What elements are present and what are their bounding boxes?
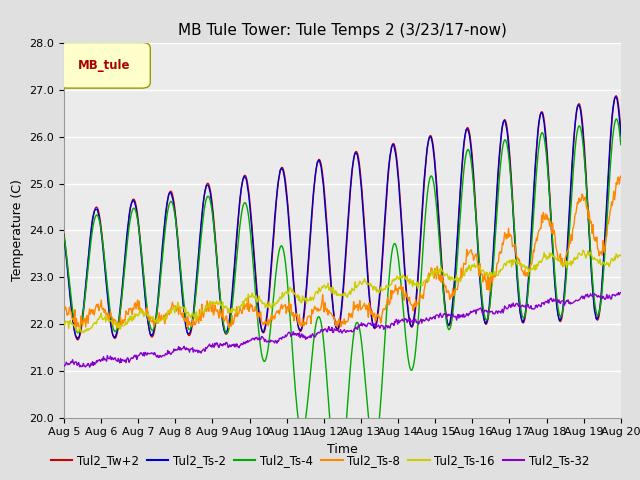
Tul2_Ts-16 (579, 247, 587, 253)
Tul2_Ts-2 (428, 134, 435, 140)
Tul2_Tw+2 (411, 312, 419, 318)
Line: Tul2_Tw+2: Tul2_Tw+2 (64, 96, 621, 340)
Tul2_Ts-4 (428, 173, 435, 179)
Tul2_Ts-32 (70, 361, 78, 367)
Tul2_Ts-2 (185, 331, 193, 336)
Tul2_Tw+2 (128, 198, 136, 204)
Tul2_Ts-8 (617, 173, 625, 179)
Tul2_Tw+2 (214, 270, 222, 276)
Tul2_Ts-32 (128, 355, 136, 361)
Tul2_Tw+2 (70, 325, 78, 331)
Tul2_Ts-2 (74, 336, 81, 341)
Tul2_Ts-4 (60, 233, 68, 239)
Tul2_Ts-2 (617, 133, 625, 139)
Text: MB_tule: MB_tule (78, 59, 131, 72)
Tul2_Ts-32 (86, 364, 93, 370)
Tul2_Ts-2 (60, 234, 68, 240)
Tul2_Ts-8 (70, 319, 78, 325)
Tul2_Ts-16 (214, 302, 222, 308)
Tul2_Ts-8 (60, 305, 68, 311)
Tul2_Ts-2 (411, 308, 419, 314)
Tul2_Tw+2 (74, 337, 82, 343)
Tul2_Ts-8 (185, 322, 193, 328)
Title: MB Tule Tower: Tule Temps 2 (3/23/17-now): MB Tule Tower: Tule Temps 2 (3/23/17-now… (178, 23, 507, 38)
X-axis label: Time: Time (327, 443, 358, 456)
Tul2_Ts-32 (60, 363, 68, 369)
Tul2_Ts-8 (411, 304, 419, 310)
Tul2_Ts-8 (214, 310, 222, 316)
Legend: Tul2_Tw+2, Tul2_Ts-2, Tul2_Ts-4, Tul2_Ts-8, Tul2_Ts-16, Tul2_Ts-32: Tul2_Tw+2, Tul2_Ts-2, Tul2_Ts-4, Tul2_Ts… (46, 449, 594, 472)
Line: Tul2_Ts-32: Tul2_Ts-32 (64, 292, 621, 367)
Tul2_Ts-8 (128, 312, 136, 318)
Tul2_Ts-2 (70, 326, 78, 332)
Tul2_Ts-16 (60, 320, 68, 326)
Tul2_Ts-32 (185, 347, 193, 352)
Tul2_Tw+2 (617, 127, 625, 133)
Tul2_Ts-16 (79, 330, 87, 336)
Tul2_Ts-8 (72, 325, 79, 331)
Tul2_Ts-32 (411, 316, 419, 322)
Tul2_Ts-32 (617, 289, 625, 295)
Y-axis label: Temperature (C): Temperature (C) (11, 180, 24, 281)
Tul2_Ts-32 (214, 343, 222, 349)
Tul2_Ts-4 (184, 324, 192, 330)
Tul2_Ts-4 (214, 261, 221, 267)
Tul2_Ts-16 (128, 318, 136, 324)
Tul2_Ts-4 (411, 354, 419, 360)
Line: Tul2_Ts-16: Tul2_Ts-16 (64, 250, 621, 333)
Line: Tul2_Ts-2: Tul2_Ts-2 (64, 97, 621, 338)
Tul2_Ts-16 (428, 269, 435, 275)
Tul2_Tw+2 (185, 333, 193, 338)
Tul2_Ts-32 (428, 315, 435, 321)
Tul2_Ts-4 (70, 317, 78, 323)
Tul2_Ts-2 (128, 199, 136, 205)
Tul2_Ts-4 (127, 211, 135, 216)
Tul2_Ts-2 (612, 94, 620, 100)
Tul2_Ts-8 (428, 265, 435, 271)
Tul2_Ts-16 (185, 311, 193, 317)
Tul2_Tw+2 (428, 133, 435, 139)
Tul2_Tw+2 (612, 93, 620, 98)
Line: Tul2_Ts-4: Tul2_Ts-4 (64, 119, 621, 480)
Line: Tul2_Ts-8: Tul2_Ts-8 (64, 176, 621, 328)
Tul2_Ts-2 (214, 274, 222, 279)
FancyBboxPatch shape (58, 42, 150, 88)
Tul2_Ts-16 (411, 281, 419, 287)
Tul2_Tw+2 (60, 231, 68, 237)
Tul2_Ts-4 (617, 142, 625, 147)
Tul2_Ts-16 (70, 322, 78, 328)
Tul2_Ts-16 (617, 253, 625, 259)
Tul2_Ts-4 (612, 116, 620, 122)
